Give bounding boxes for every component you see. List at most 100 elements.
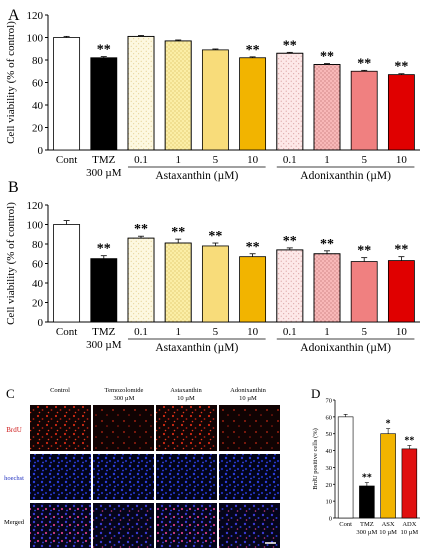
significance-mark: ** [246,43,260,58]
y-tick-label: 20 [32,298,44,310]
bar-pattern [276,249,304,323]
x-tick-label: 1 [324,154,330,166]
y-tick-label: 40 [326,448,333,455]
x-tick-label: 0.1 [134,326,148,338]
y-tick-label: 0 [38,317,44,329]
bar [387,260,415,323]
x-tick-label: TMZ [360,521,374,528]
bar [350,70,378,151]
row-label-hoechst: hoechst [4,475,24,482]
micrograph-merged-adx [219,503,280,548]
astaxanthin-group-label: Astaxanthin (µM) [155,342,238,354]
bar-pattern [313,64,341,151]
y-tick-label: 30 [326,465,333,472]
y-tick-label: 80 [32,55,44,67]
bar [90,258,118,323]
micrograph-brdu-control [30,405,91,451]
y-tick-label: 40 [32,100,44,112]
significance-mark: ** [171,225,185,240]
bar [53,37,81,151]
col-header-asx-dose: 10 µM [177,395,195,402]
micrograph-hoechst-control [30,454,91,500]
significance-mark: ** [357,56,371,71]
bar [201,49,229,151]
x-tick-sublabel: 10 µM [401,529,419,536]
col-header-tmz: Temozolomide [105,387,144,394]
panel-label-b: B [8,179,19,196]
bar [239,256,267,323]
x-tick-label: 1 [324,326,330,338]
bar [350,261,378,323]
micrograph-hoechst-asx [156,454,217,500]
x-tick-label: 5 [361,326,367,338]
y-tick-label: 60 [32,78,44,90]
micrograph-brdu-tmz [93,405,154,451]
row-label-brdu: BrdU [6,426,22,434]
x-tick-label: 5 [213,326,219,338]
y-tick-label: 80 [32,239,44,251]
row-label-merged: Merged [4,519,25,526]
x-tick-label: 0.1 [283,326,297,338]
x-tick-label: TMZ [92,154,116,166]
bar-pattern [164,40,192,151]
x-tick-label: ADX [402,521,416,528]
bar-pattern [164,242,192,323]
significance-mark: ** [394,60,408,75]
x-tick-sublabel: 10 µM [379,529,397,536]
micrograph-hoechst-adx [219,454,280,500]
col-header-adx-dose: 10 µM [239,395,257,402]
tmz-dose-label: 300 µM [86,167,122,179]
y-axis-label: BrdU positive cells (%) [312,428,319,490]
bar [201,245,229,323]
y-axis-label: Cell viability (% of control) [5,21,17,144]
y-tick-label: 20 [326,482,333,489]
x-tick-label: 1 [175,326,181,338]
bar [53,224,81,323]
x-tick-label: 10 [247,326,259,338]
y-tick-label: 70 [326,398,333,405]
significance-mark: * [386,419,391,430]
micrograph-hoechst-tmz [93,454,154,500]
adonixanthin-group-label: Adonixanthin (µM) [300,170,391,182]
chart-d: 0 10 20 30 40 50 60 70 BrdU positive cells (%) Co… [312,398,420,536]
panel-label-a: A [8,7,20,24]
x-tick-label: 0.1 [283,154,297,166]
y-tick-label: 50 [326,431,333,438]
panel-c-micrograph-grid: Control Temozolomide 300 µM Astaxanthin … [4,387,280,548]
bar-pattern [127,237,155,323]
bar-pattern [276,52,304,151]
x-tick-label: 10 [247,154,259,166]
significance-mark: ** [320,237,334,252]
y-tick-label: 60 [32,259,44,271]
bar [359,485,375,519]
micrograph-merged-asx [156,503,217,548]
y-tick-label: 0 [329,516,332,523]
x-tick-label: 1 [175,154,181,166]
significance-mark: ** [357,244,371,259]
significance-mark: ** [404,436,414,447]
x-tick-label: 10 [396,326,408,338]
bar [239,57,267,151]
x-tick-label: ASX [382,521,395,528]
x-tick-label: 10 [396,154,408,166]
significance-mark: ** [283,234,297,249]
micrograph-merged-tmz [93,503,154,548]
significance-mark: ** [208,229,222,244]
micrograph-brdu-adx [219,405,280,451]
tmz-dose-label: 300 µM [86,339,122,351]
y-tick-label: 60 [326,414,333,421]
col-header-control: Control [50,387,70,394]
bar [401,448,418,519]
y-tick-label: 100 [27,220,44,232]
chart-a: 0 20 40 60 80 100 120 Cell viability (% of cont… [5,10,420,182]
significance-mark: ** [97,242,111,257]
y-tick-label: 20 [32,123,44,135]
x-tick-label: TMZ [92,326,116,338]
bar [337,416,354,519]
bar [380,433,396,519]
significance-mark: ** [394,243,408,258]
significance-mark: ** [134,222,148,237]
significance-mark: ** [320,50,334,65]
significance-mark: ** [246,240,260,255]
